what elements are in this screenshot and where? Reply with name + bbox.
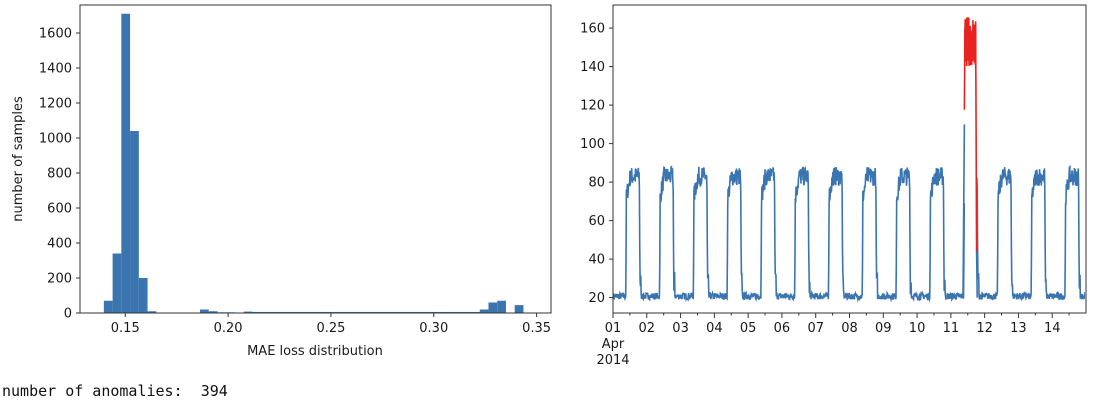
histogram-bar — [392, 311, 402, 313]
histogram-bar — [488, 302, 498, 313]
histogram-bar — [427, 311, 437, 313]
histogram-bar — [269, 311, 279, 313]
x-tick-label: 0.20 — [214, 321, 243, 336]
histogram-bar — [112, 253, 122, 313]
histogram-bar — [243, 311, 253, 313]
histogram-bar — [208, 311, 218, 313]
y-tick-label: 160 — [580, 22, 605, 37]
y-tick-label: 120 — [580, 99, 605, 114]
x-tick-label: 02 — [639, 321, 656, 336]
timeseries-frame — [612, 4, 1087, 314]
histogram-bar — [296, 311, 305, 313]
y-tick-label: 1200 — [39, 97, 72, 112]
histogram-bar — [436, 311, 445, 313]
anomaly-count-value: 394 — [200, 382, 228, 400]
histogram-chart: 0.15 0.20 0.25 0.30 0.35 0 200 400 600 800 1000 12… — [11, 4, 552, 359]
x-tick-label: 0.15 — [111, 321, 140, 336]
histogram-bars — [103, 13, 524, 313]
histogram-bar — [348, 311, 358, 313]
histogram-bar — [444, 311, 454, 313]
x-tick-label: 08 — [841, 321, 858, 336]
histogram-bar — [383, 311, 393, 313]
histogram-bar — [287, 311, 297, 313]
histogram-bar — [261, 311, 270, 313]
x-tick-label: 03 — [672, 321, 689, 336]
y-tick-label: 1600 — [39, 27, 72, 42]
histogram-y-ticks: 0 200 400 600 800 1000 1200 1400 1600 — [39, 27, 80, 322]
anomaly-count-output: number of anomalies: 394 — [2, 382, 228, 400]
histogram-bar — [339, 311, 349, 313]
histogram-bar — [409, 311, 419, 313]
histogram-bar — [121, 13, 131, 313]
histogram-bar — [357, 311, 367, 313]
y-tick-label: 200 — [47, 272, 72, 287]
series-anomalies-line — [963, 17, 978, 252]
histogram-bar — [418, 311, 428, 313]
histogram-x-ticks: 0.15 0.20 0.25 0.30 0.35 — [111, 313, 551, 336]
x-tick-label: Apr — [602, 337, 625, 352]
x-tick-label: 13 — [1010, 321, 1027, 336]
y-tick-label: 140 — [580, 60, 605, 75]
histogram-bar — [331, 311, 340, 313]
histogram-bar — [304, 311, 314, 313]
histogram-bar — [138, 278, 148, 313]
x-tick-label: 12 — [976, 321, 993, 336]
histogram-frame — [79, 4, 552, 314]
histogram-x-label: MAE loss distribution — [247, 344, 383, 359]
x-tick-label: 14 — [1044, 321, 1061, 336]
y-tick-label: 600 — [47, 202, 72, 217]
x-tick-label: 06 — [774, 321, 791, 336]
histogram-bar — [313, 311, 323, 313]
y-tick-label: 400 — [47, 237, 72, 252]
histogram-bar — [252, 311, 262, 313]
x-tick-label: 07 — [807, 321, 824, 336]
y-tick-label: 800 — [47, 167, 72, 182]
histogram-bar — [322, 311, 332, 313]
x-tick-label: 0.35 — [522, 321, 551, 336]
y-tick-label: 1400 — [39, 62, 72, 77]
x-tick-label: 01 — [605, 321, 622, 336]
histogram-bar — [497, 300, 506, 313]
y-tick-label: 60 — [588, 214, 605, 229]
histogram-bar — [130, 131, 139, 313]
figure-canvas: 0.15 0.20 0.25 0.30 0.35 0200400600800100012… — [11, 4, 1087, 368]
histogram-bar — [453, 311, 463, 313]
y-tick-label: 20 — [588, 291, 605, 306]
y-tick-label: 1000 — [39, 132, 72, 147]
x-tick-label: 0.25 — [316, 321, 345, 336]
anomaly-count-label: number of anomalies: — [2, 382, 183, 400]
x-tick-label: 09 — [875, 321, 892, 336]
histogram-bar — [278, 311, 288, 313]
x-tick-label: 2014 — [596, 353, 629, 368]
y-tick-label: 80 — [588, 176, 605, 191]
histogram-bar — [366, 311, 375, 313]
histogram-bar — [479, 309, 489, 313]
x-tick-label: 11 — [943, 321, 960, 336]
histogram-bar — [147, 311, 157, 313]
histogram-bar — [200, 309, 209, 313]
x-tick-label: 04 — [706, 321, 723, 336]
y-tick-label: 0 — [64, 307, 72, 322]
histogram-bar — [374, 311, 384, 313]
histogram-bar — [401, 311, 410, 313]
x-tick-label: 10 — [909, 321, 926, 336]
y-tick-label: 100 — [580, 137, 605, 152]
histogram-bar — [470, 311, 480, 313]
series-signal-line — [613, 124, 1085, 303]
histogram-bar — [514, 305, 524, 313]
x-tick-label: 0.30 — [419, 321, 448, 336]
y-tick-label: 40 — [588, 253, 605, 268]
timeseries-y-ticks: 20 40 60 80 100 120 140 160 — [580, 22, 613, 306]
histogram-bar — [462, 311, 471, 313]
histogram-y-label: number of samples — [11, 96, 26, 222]
histogram-bar — [103, 300, 113, 313]
x-tick-label: 05 — [740, 321, 757, 336]
